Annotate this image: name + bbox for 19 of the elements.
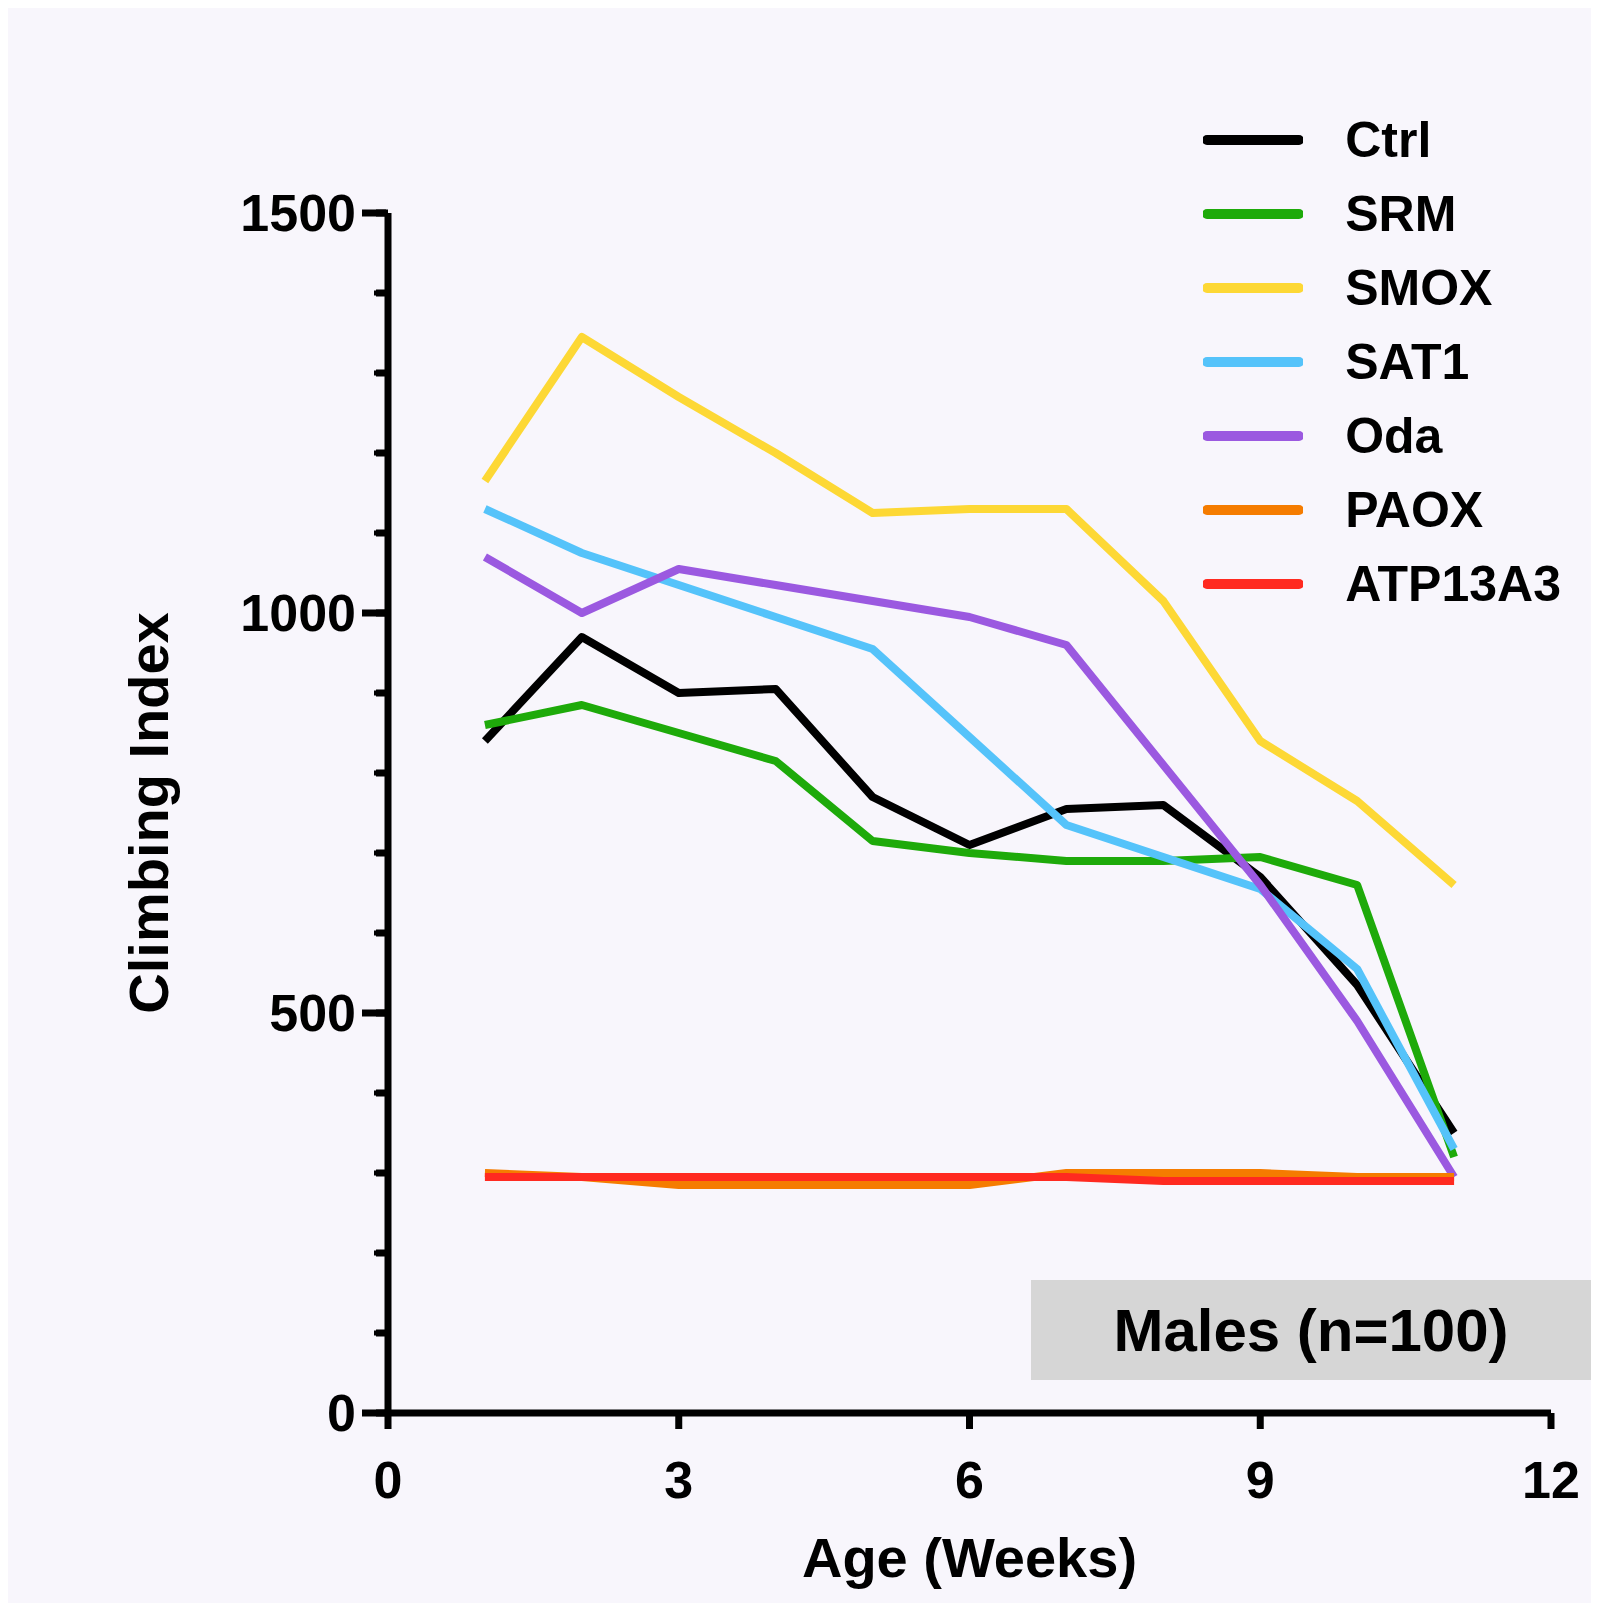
x-tick-label: 6: [955, 1450, 984, 1509]
x-tick-label: 0: [373, 1450, 403, 1509]
x-tick-label: 9: [1245, 1450, 1275, 1509]
annotation: Males (n=100): [1031, 1280, 1591, 1380]
y-axis-title: Climbing Index: [116, 612, 180, 1014]
y-tick-label: 500: [269, 984, 356, 1042]
y-tick-label: 0: [327, 1384, 356, 1442]
x-tick-label: 3: [664, 1450, 694, 1509]
legend-label: Ctrl: [1345, 111, 1432, 169]
legend-label: Oda: [1345, 407, 1443, 465]
y-tick-label: 1500: [240, 184, 356, 242]
legend-label: ATP13A3: [1345, 555, 1561, 613]
legend-label: SRM: [1345, 185, 1457, 243]
x-tick-label: 12: [1522, 1450, 1580, 1509]
x-axis-title: Age (Weeks): [801, 1526, 1138, 1589]
legend-label: SMOX: [1345, 259, 1493, 317]
legend-label: PAOX: [1345, 481, 1484, 539]
legend-label: SAT1: [1345, 333, 1470, 391]
y-tick-label: 1000: [240, 584, 356, 642]
